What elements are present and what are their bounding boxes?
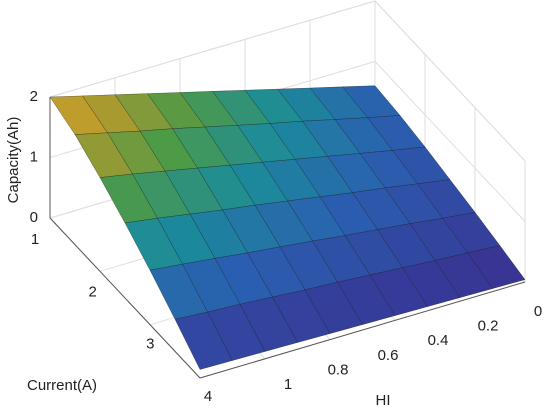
y-axis-label: Current(A): [27, 377, 97, 394]
box-edge: [49, 0, 376, 98]
x-tick-label: 0.2: [478, 318, 499, 335]
box-edge: [374, 0, 526, 162]
axis-line: [199, 281, 526, 379]
x-tick-label: 0.6: [378, 347, 399, 364]
x-axis-label: HI: [376, 392, 391, 409]
surface-patch: [174, 311, 233, 370]
y-tick-label: 4: [204, 388, 212, 405]
x-tick-label: 0.4: [428, 332, 449, 349]
y-tick-label: 3: [146, 336, 154, 353]
z-tick-label: 0: [30, 209, 38, 226]
x-tick-label: 0: [534, 303, 542, 320]
z-tick-label: 2: [30, 88, 38, 105]
axis-line: [49, 217, 201, 379]
y-tick-label: 1: [31, 231, 39, 248]
x-tick-label: 1: [284, 376, 292, 393]
y-tick-label: 2: [88, 283, 96, 300]
x-tick-label: 0.8: [328, 361, 349, 378]
z-axis-label: Capacity(Ah): [5, 117, 22, 204]
z-tick-label: 1: [30, 148, 38, 165]
